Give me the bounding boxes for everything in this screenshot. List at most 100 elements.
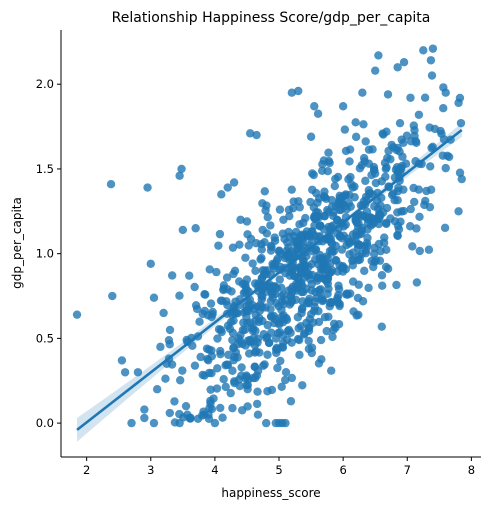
data-point <box>427 71 437 80</box>
data-point <box>149 293 159 302</box>
data-point <box>281 375 290 385</box>
data-point <box>209 394 218 403</box>
data-point <box>120 368 130 377</box>
data-point <box>162 359 171 369</box>
data-point <box>310 302 319 312</box>
data-point <box>382 163 391 172</box>
data-point <box>143 183 152 192</box>
data-point <box>455 168 465 177</box>
data-point <box>328 332 337 342</box>
data-point <box>302 284 311 294</box>
data-point <box>191 224 200 233</box>
data-point <box>252 130 261 140</box>
data-point <box>229 178 239 187</box>
data-point <box>253 410 263 419</box>
data-point <box>146 259 155 269</box>
data-point <box>390 173 400 182</box>
data-point <box>251 347 261 356</box>
data-point <box>387 140 396 150</box>
data-point <box>156 342 165 352</box>
y-axis-label: gdp_per_capita <box>10 197 24 289</box>
data-point <box>308 270 317 280</box>
data-point <box>440 223 450 233</box>
data-point <box>313 109 323 118</box>
data-point <box>306 132 316 141</box>
data-point <box>420 93 430 102</box>
data-point <box>354 210 363 219</box>
y-axis-ticks: 0.0 0.5 1.0 1.5 2.0 <box>36 77 61 430</box>
data-point <box>261 418 271 428</box>
data-point <box>324 148 333 157</box>
data-point <box>197 411 207 420</box>
data-point <box>237 363 246 372</box>
data-point <box>329 319 339 328</box>
data-point <box>337 263 346 272</box>
data-point <box>311 287 320 297</box>
data-point <box>394 183 403 193</box>
data-point <box>355 164 365 173</box>
data-point <box>328 248 337 257</box>
data-point <box>319 274 328 283</box>
data-point <box>360 212 370 221</box>
data-point <box>178 225 188 235</box>
data-point <box>213 364 222 373</box>
data-point <box>279 299 288 309</box>
data-point <box>329 325 338 335</box>
data-point <box>382 203 392 213</box>
data-point <box>178 366 187 375</box>
data-point <box>322 326 331 336</box>
data-point <box>228 366 237 375</box>
data-point <box>260 187 269 196</box>
data-point <box>351 216 361 226</box>
data-point <box>383 90 393 99</box>
data-point <box>344 175 353 184</box>
data-point <box>335 205 344 215</box>
data-point <box>324 284 333 293</box>
data-point <box>345 157 354 166</box>
data-point <box>392 280 401 290</box>
data-point <box>216 403 225 413</box>
data-point <box>330 181 339 191</box>
data-point <box>245 129 255 138</box>
data-point <box>370 217 379 227</box>
data-point <box>381 172 390 181</box>
data-point <box>393 63 402 72</box>
data-point <box>266 296 276 306</box>
data-point <box>360 157 369 166</box>
x-tick-label: 7 <box>404 463 411 477</box>
data-point <box>262 201 271 210</box>
data-point <box>259 330 269 339</box>
data-point <box>257 273 267 283</box>
data-point <box>370 202 379 211</box>
data-point <box>275 246 284 255</box>
data-point <box>376 210 385 220</box>
chart-title: Relationship Happiness Score/gdp_per_cap… <box>112 10 431 26</box>
x-tick-label: 5 <box>275 463 282 477</box>
data-point <box>212 267 221 277</box>
data-point <box>195 317 204 326</box>
data-point <box>324 207 333 217</box>
data-point <box>241 253 250 262</box>
data-point <box>293 313 303 322</box>
data-point <box>369 249 379 259</box>
data-point <box>424 245 434 254</box>
data-point <box>438 151 447 160</box>
data-point <box>369 162 379 172</box>
data-point <box>405 222 415 231</box>
data-point <box>175 376 185 385</box>
data-point <box>324 312 333 321</box>
data-point <box>177 164 186 174</box>
data-point <box>272 256 281 266</box>
data-point <box>221 382 230 392</box>
data-point <box>311 213 321 222</box>
data-point <box>207 312 216 322</box>
data-point <box>378 281 387 290</box>
data-point <box>308 169 317 178</box>
data-point <box>222 273 232 282</box>
data-point <box>212 384 222 393</box>
data-point <box>380 238 389 247</box>
data-point <box>164 336 174 345</box>
data-point <box>346 202 355 211</box>
data-point <box>294 86 303 96</box>
